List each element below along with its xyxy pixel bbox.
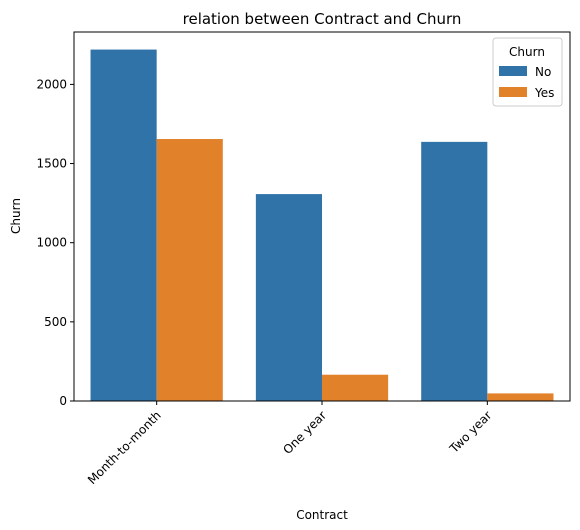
plot-frame: [73, 31, 571, 402]
bar-no-1: [255, 194, 322, 401]
y-tick-label: 1500: [36, 157, 67, 171]
y-axis-label: Churn: [9, 198, 23, 234]
bars-group: [90, 49, 554, 401]
bar-no-0: [90, 49, 157, 401]
legend-label-yes: Yes: [534, 86, 554, 100]
legend-label-no: No: [535, 65, 551, 79]
chart-title: relation between Contract and Churn: [183, 10, 462, 28]
bar-yes-1: [322, 374, 389, 401]
y-tick-label: 2000: [36, 77, 67, 91]
bar-yes-2: [487, 393, 554, 401]
x-tick-label: Month-to-month: [85, 408, 164, 487]
y-tick-label: 1000: [36, 236, 67, 250]
y-tick-label: 500: [44, 315, 67, 329]
bar-no-2: [421, 141, 488, 401]
x-tick-label: One year: [280, 408, 329, 457]
legend-title: Churn: [509, 45, 545, 59]
x-axis-label: Contract: [296, 508, 348, 522]
x-tick-label: Two year: [446, 408, 494, 456]
y-tick-label: 0: [59, 394, 67, 408]
legend-swatch-yes: [499, 87, 527, 97]
bar-yes-0: [156, 139, 223, 401]
legend-swatch-no: [499, 66, 527, 76]
legend: Churn No Yes: [492, 37, 563, 107]
